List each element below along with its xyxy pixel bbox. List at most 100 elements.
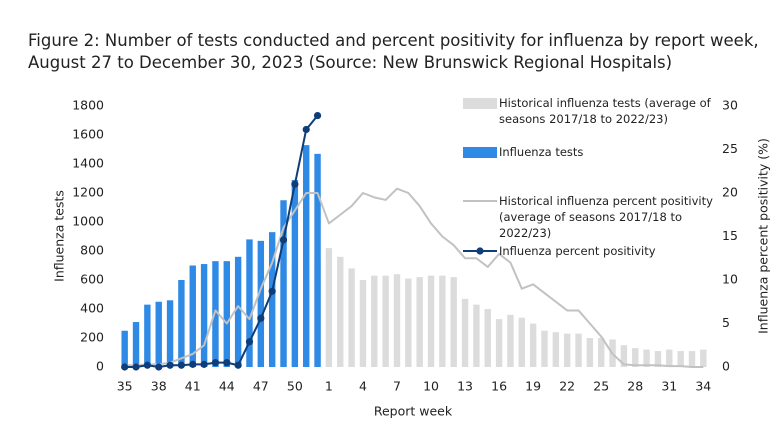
marker [234,361,242,369]
x-tick-label: 47 [253,379,269,394]
bar [552,332,560,367]
chart-title: Figure 2: Number of tests conducted and … [28,30,759,74]
x-tick-label: 19 [525,379,541,394]
bar [246,239,253,367]
y2-tick-label: 5 [722,315,730,330]
legend-key [463,98,497,109]
bar [234,256,242,367]
legend-label: Influenza percent positivity [499,244,656,258]
y2-tick-label: 0 [722,359,730,374]
bar [166,300,174,367]
bar [189,265,196,367]
marker [302,125,310,134]
bar [200,264,208,367]
x-tick-label: 1 [325,379,333,394]
bar [325,248,333,367]
marker [257,314,265,322]
y2-tick-label: 30 [722,98,738,113]
bar [416,277,423,367]
marker [155,363,163,371]
x-tick-label: 31 [661,379,677,394]
x-tick-label: 35 [117,379,133,394]
bar [439,275,446,367]
y-tick-label: 600 [80,272,104,287]
y2-tick-label: 10 [722,272,738,287]
x-tick-label: 38 [151,379,167,394]
line [124,114,319,368]
y2-tick-label: 20 [722,185,738,200]
marker [223,359,231,367]
y-tick-label: 1200 [72,185,104,200]
marker [211,359,220,367]
y-tick-label: 1800 [72,98,104,113]
bar [314,153,321,367]
y-tick-label: 1000 [72,214,104,229]
bar [427,275,435,367]
x-tick-label: 28 [627,379,643,394]
legend-label: Influenza tests [499,145,584,159]
bar [212,261,219,367]
bar [382,275,389,367]
bar [632,348,639,367]
bar [121,330,128,367]
marker [291,180,299,188]
bar [348,268,355,367]
bar [450,277,457,367]
bar [495,319,503,367]
legend-label: Historical influenza tests (average of s… [499,96,711,126]
bar [155,301,162,367]
bar [575,333,582,367]
y2-axis-label: Influenza percent positivity (%) [756,138,771,334]
y2-tick-label: 15 [722,228,738,243]
line [124,187,704,368]
y-axis-label: Influenza tests [52,190,67,282]
x-tick-label: 50 [287,379,303,394]
x-tick-label: 25 [593,379,609,394]
bar [507,314,514,367]
marker [313,111,322,120]
marker [268,287,276,295]
bar [473,304,480,367]
bar [677,351,684,367]
bar [405,278,412,367]
bar [563,333,571,367]
bar [359,280,367,367]
legend-swatch [463,98,497,109]
marker [200,360,208,368]
legend-marker [476,247,484,255]
legend-key [463,247,497,255]
marker [189,360,197,368]
title-line: Figure 2: Number of tests conducted and … [28,31,759,50]
x-tick-label: 44 [219,379,235,394]
bar [291,179,299,367]
bar [268,232,276,367]
bar [337,256,344,367]
x-tick-label: 34 [695,379,711,394]
marker [177,361,186,369]
bar [541,330,548,367]
bar [654,351,662,367]
bar [620,345,628,367]
legend-key [463,147,497,158]
bar [393,274,401,367]
bar [144,304,151,367]
bar [598,338,605,367]
bar [643,349,650,367]
marker [245,338,254,346]
legend-label: Historical influenza percent positivity … [499,194,713,240]
legend-swatch [463,147,497,158]
marker [132,363,140,371]
bar [529,323,537,367]
y-tick-label: 1600 [72,127,104,142]
bar [280,200,287,367]
marker [166,361,174,369]
x-tick-label: 22 [559,379,575,394]
x-tick-label: 41 [185,379,201,394]
marker [121,363,129,371]
bar [666,349,673,367]
y-tick-label: 800 [80,243,104,258]
marker [279,236,288,244]
x-axis-label: Report week [374,404,453,419]
y-tick-label: 1400 [72,156,104,171]
